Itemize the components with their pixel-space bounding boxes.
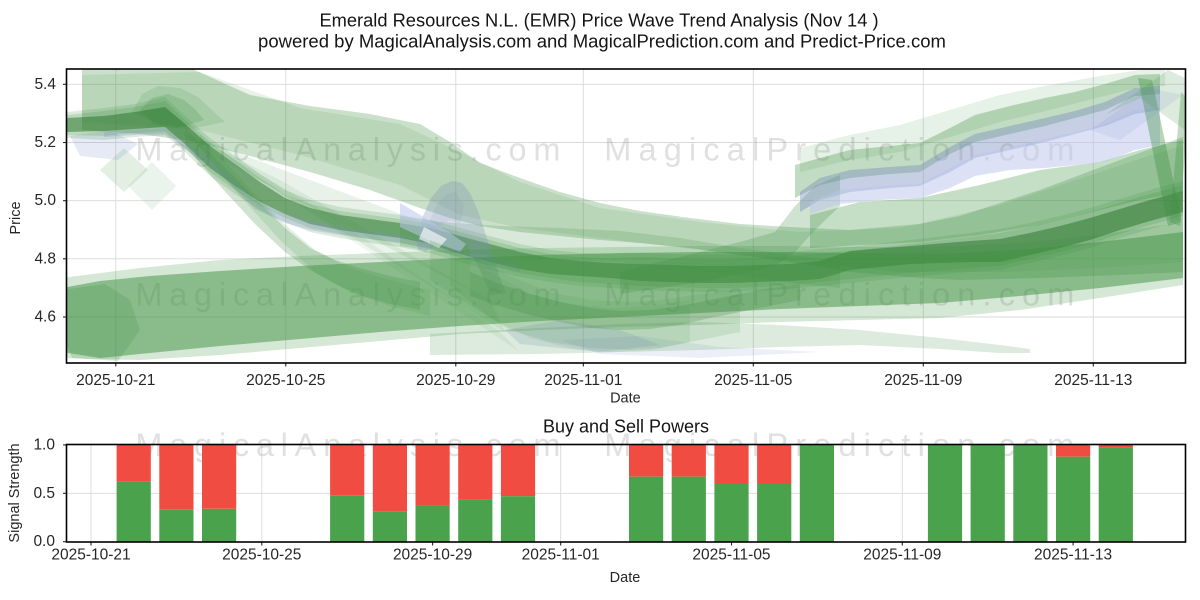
svg-text:2025-11-13: 2025-11-13 bbox=[1054, 372, 1132, 389]
svg-text:0.0: 0.0 bbox=[33, 533, 55, 550]
svg-text:Date: Date bbox=[610, 570, 641, 586]
svg-text:Date: Date bbox=[610, 391, 641, 407]
svg-text:2025-10-21: 2025-10-21 bbox=[51, 547, 130, 564]
svg-text:0.5: 0.5 bbox=[33, 485, 55, 502]
svg-text:5.0: 5.0 bbox=[34, 192, 56, 209]
svg-text:4.8: 4.8 bbox=[34, 250, 56, 267]
svg-text:MagicalAnalysis.com: MagicalAnalysis.com bbox=[135, 132, 560, 168]
svg-text:2025-10-25: 2025-10-25 bbox=[246, 372, 325, 389]
svg-text:2025-11-09: 2025-11-09 bbox=[863, 547, 941, 564]
svg-text:2025-10-29: 2025-10-29 bbox=[416, 372, 495, 389]
svg-text:4.6: 4.6 bbox=[34, 309, 56, 326]
svg-text:2025-11-01: 2025-11-01 bbox=[522, 547, 600, 564]
svg-text:2025-11-05: 2025-11-05 bbox=[692, 547, 770, 564]
svg-text:2025-10-25: 2025-10-25 bbox=[222, 547, 301, 564]
svg-text:2025-11-09: 2025-11-09 bbox=[884, 372, 962, 389]
svg-text:5.4: 5.4 bbox=[34, 76, 56, 93]
svg-text:Buy and Sell Powers: Buy and Sell Powers bbox=[543, 417, 709, 437]
svg-text:Price: Price bbox=[8, 201, 24, 234]
svg-text:5.2: 5.2 bbox=[34, 134, 56, 151]
svg-text:2025-11-05: 2025-11-05 bbox=[714, 372, 792, 389]
svg-text:1.0: 1.0 bbox=[33, 436, 55, 453]
svg-text:2025-10-21: 2025-10-21 bbox=[76, 372, 155, 389]
svg-text:Signal Strength: Signal Strength bbox=[7, 443, 23, 542]
svg-text:2025-11-13: 2025-11-13 bbox=[1034, 547, 1112, 564]
svg-text:2025-10-29: 2025-10-29 bbox=[393, 547, 472, 564]
svg-text:2025-11-01: 2025-11-01 bbox=[544, 372, 622, 389]
svg-text:powered by MagicalAnalysis.com: powered by MagicalAnalysis.com and Magic… bbox=[258, 31, 946, 52]
svg-text:Emerald Resources N.L. (EMR) P: Emerald Resources N.L. (EMR) Price Wave … bbox=[319, 10, 878, 31]
